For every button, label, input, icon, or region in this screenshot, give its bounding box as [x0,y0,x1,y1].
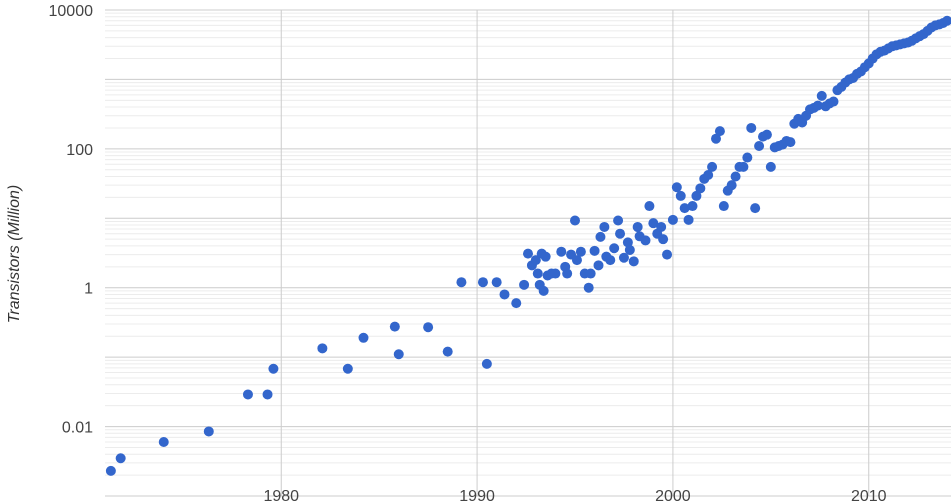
data-point [942,15,951,26]
data-point [662,249,673,260]
data-point [695,183,706,194]
data-point [648,218,659,229]
data-point [393,349,404,360]
data-point [105,465,116,476]
data-point [750,203,761,214]
data-point [562,268,573,279]
data-point [624,244,635,255]
data-point [785,137,796,148]
data-point [342,363,353,374]
data-point [658,234,669,245]
data-point [523,248,533,259]
data-point [754,140,765,151]
data-point [442,346,453,357]
data-point [599,221,610,232]
data-point [605,255,616,266]
data-points [105,15,951,476]
data-point [730,171,741,182]
data-point [765,161,776,172]
data-point [746,122,757,133]
data-point [456,277,467,288]
data-point [640,235,651,246]
data-point [423,322,434,333]
data-point [738,161,749,172]
data-point [615,228,626,239]
data-point [589,245,600,256]
data-point [618,252,629,263]
data-point [575,246,586,257]
data-point [511,298,522,309]
data-point [268,363,279,374]
data-point [242,389,253,400]
data-point [481,358,492,369]
data-point [499,289,510,300]
data-point [613,215,624,226]
data-point [718,201,729,212]
data-point [491,277,502,288]
data-point [679,203,690,214]
data-point [714,126,725,137]
data-point [317,343,328,354]
data-point [519,279,530,290]
x-tick-label: 2010 [851,488,887,503]
data-point [358,332,369,343]
data-point [609,243,620,254]
x-tick-label: 2000 [655,488,691,503]
data-point [115,453,126,464]
data-point [622,237,633,248]
data-point [691,190,702,201]
data-point [262,389,273,400]
data-point [761,129,772,140]
x-tick-label: 1990 [459,488,495,503]
y-axis-ticks: 0.01 1 100 10000 [49,3,94,437]
data-point [595,231,606,242]
data-point [570,215,580,226]
data-point [477,277,488,288]
data-point [571,255,582,266]
data-point [556,246,567,257]
y-tick-label: 1 [84,281,93,298]
data-point [532,268,543,279]
data-point [644,201,655,212]
data-point [158,436,169,447]
data-point [703,170,714,181]
data-point [389,321,400,332]
data-point [816,90,827,101]
data-point [671,182,682,193]
data-point [540,251,551,262]
x-axis-ticks: 1980 1990 2000 2010 [263,488,886,503]
data-point [683,214,694,225]
data-point [628,256,639,267]
data-point [711,133,721,144]
data-point [656,221,667,232]
y-tick-label: 100 [66,142,93,159]
data-point [632,221,643,232]
data-point [812,100,823,111]
data-point [593,260,604,271]
data-point [687,201,698,212]
y-axis-title: Transistors (Million) [6,185,23,323]
x-tick-label: 1980 [263,488,299,503]
data-point [203,426,214,437]
data-point [828,96,839,107]
data-point [550,268,561,279]
grid-lines [105,9,951,497]
data-point [742,152,753,163]
data-point [726,180,737,191]
data-point [583,282,594,293]
data-point [530,255,541,266]
data-point [667,214,678,225]
y-tick-label: 0.01 [62,420,93,437]
data-point [675,190,686,201]
y-tick-label: 10000 [49,3,94,20]
data-point [707,161,718,172]
data-point [585,268,596,279]
data-point [538,285,549,296]
